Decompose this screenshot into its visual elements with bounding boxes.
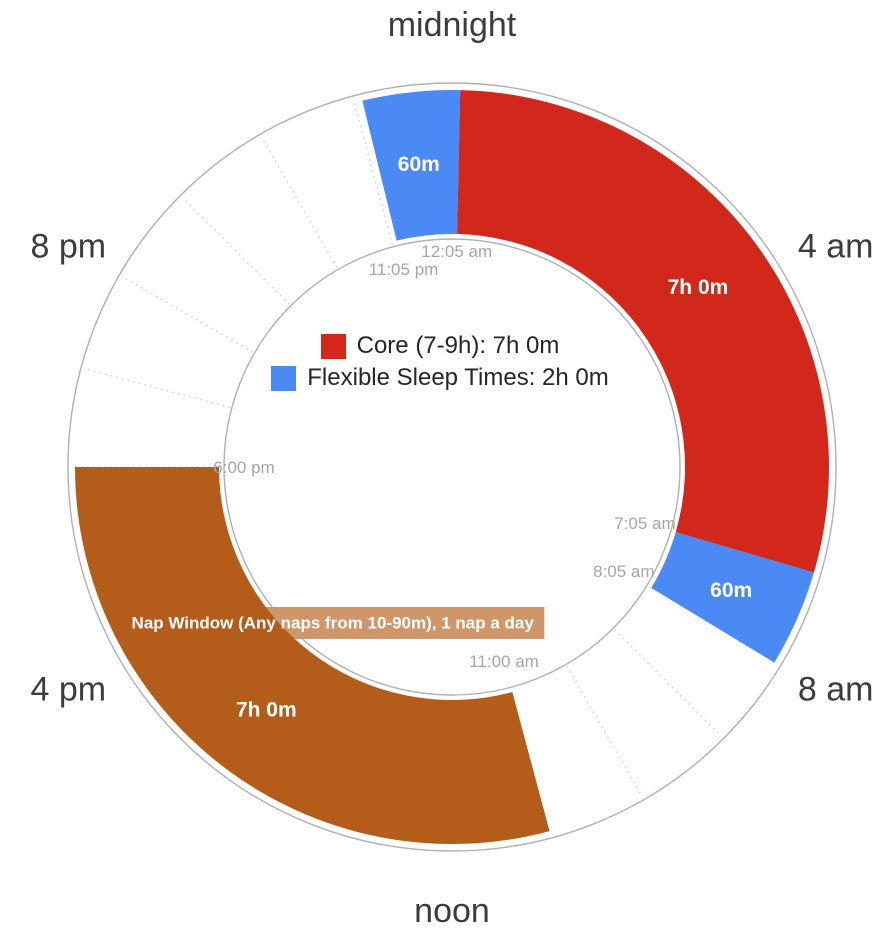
time-boundary-label-11-00-am: 11:00 am <box>469 652 539 671</box>
segment-duration-label-0: 60m <box>398 153 440 176</box>
legend-item-flexible-sleep-times[interactable]: Flexible Sleep Times: 2h 0m <box>271 362 609 394</box>
legend-swatch-icon <box>320 333 346 359</box>
time-boundary-label-7-05-am: 7:05 am <box>614 514 675 533</box>
hour-tick <box>260 136 338 269</box>
legend-item-label: Flexible Sleep Times: 2h 0m <box>307 364 609 391</box>
hour-tick <box>83 367 231 409</box>
segment-2-flexible-sleep-times[interactable] <box>651 532 814 663</box>
ring-base <box>67 82 837 852</box>
hour-tick <box>614 629 722 737</box>
segment-duration-label-3: 7h 0m <box>236 698 297 721</box>
nap-window-callout-text: Nap Window (Any naps from 10-90m), 1 nap… <box>132 613 535 632</box>
segment-1-core-7-9h[interactable] <box>457 90 829 573</box>
time-boundary-label-11-05-pm: 11:05 pm <box>369 260 439 279</box>
hour-tick <box>352 98 394 246</box>
hour-tick <box>566 665 644 798</box>
clock-axis-label-midnight: midnight <box>388 6 517 44</box>
outer-ring-outline <box>67 82 837 852</box>
time-boundary-label-8-05-am: 8:05 am <box>593 562 654 581</box>
hour-tick <box>121 275 254 353</box>
segment-duration-label-2: 60m <box>710 579 752 602</box>
clock-axis-label-4-am: 4 am <box>798 227 874 265</box>
inner-ring-outline <box>223 238 681 696</box>
clock-axis-label-8-pm: 8 pm <box>31 227 107 265</box>
clock-axis-label-4-pm: 4 pm <box>31 670 107 708</box>
legend-swatch-icon <box>271 365 297 391</box>
segment-duration-label-1: 7h 0m <box>668 276 729 299</box>
legend-item-label: Core (7-9h): 7h 0m <box>356 332 560 359</box>
time-boundary-label-6-00-pm: 6:00 pm <box>213 458 274 477</box>
legend-item-core-7-9h[interactable]: Core (7-9h): 7h 0m <box>320 330 560 362</box>
clock-axis-label-noon: noon <box>414 892 490 930</box>
time-boundary-label-12-05-am: 12:05 am <box>421 242 492 261</box>
segment-3-nap-window[interactable] <box>75 467 550 845</box>
segments <box>75 90 829 845</box>
chart-legend: Core (7-9h): 7h 0m Flexible Sleep Times: … <box>0 330 880 394</box>
hour-tick <box>182 197 290 305</box>
clock-axis-label-8-am: 8 am <box>798 670 874 708</box>
segment-0-flexible-sleep-times[interactable] <box>362 90 461 241</box>
